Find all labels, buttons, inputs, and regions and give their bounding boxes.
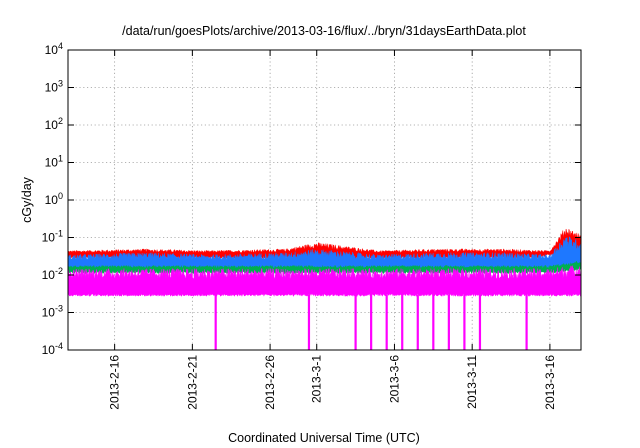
dropout-spike — [214, 294, 217, 350]
y-tick-label: 104 — [45, 41, 63, 57]
x-axis: 2013-2-16 2013-2-21 2013-2-26 2013-3-1 2013-… — [108, 50, 557, 410]
x-tick-label: 2013-3-6 — [388, 355, 402, 403]
grid — [68, 50, 581, 350]
x-tick-label: 2013-2-21 — [185, 355, 199, 410]
dropout-spike — [447, 294, 450, 350]
y-axis-label: cGy/day — [20, 176, 34, 223]
x-tick-label: 2013-3-11 — [465, 355, 479, 409]
dropout-spike — [416, 294, 419, 350]
x-tick-label: 2013-3-16 — [543, 355, 557, 410]
dropout-spike — [463, 294, 466, 350]
x-tick-label: 2013-3-1 — [310, 355, 324, 403]
x-tick-label: 2013-2-26 — [263, 355, 277, 410]
dropout-spike — [385, 294, 388, 350]
dropout-spike — [354, 294, 357, 350]
x-tick-label: 2013-2-16 — [108, 355, 122, 410]
dropout-spike — [525, 294, 528, 350]
dropout-spike — [432, 294, 435, 350]
dropout-spike — [307, 294, 311, 350]
y-tick-label: 10-1 — [42, 229, 63, 245]
y-tick-label: 103 — [45, 79, 63, 95]
y-tick-label: 101 — [45, 154, 63, 170]
y-axis: 10-4 10-3 10-2 10-1 100 101 102 103 104 — [42, 41, 581, 357]
y-tick-label: 10-3 — [42, 304, 63, 320]
y-tick-label: 100 — [45, 191, 63, 207]
dropout-spike — [370, 294, 373, 350]
series-group — [67, 228, 582, 350]
y-tick-label: 10-2 — [42, 266, 63, 282]
dropout-spike — [401, 294, 404, 350]
y-tick-label: 10-4 — [42, 341, 63, 357]
dropout-spike — [478, 294, 482, 350]
x-axis-label: Coordinated Universal Time (UTC) — [228, 431, 420, 445]
y-tick-label: 102 — [45, 116, 63, 132]
chart-title: /data/run/goesPlots/archive/2013-03-16/f… — [122, 24, 526, 38]
